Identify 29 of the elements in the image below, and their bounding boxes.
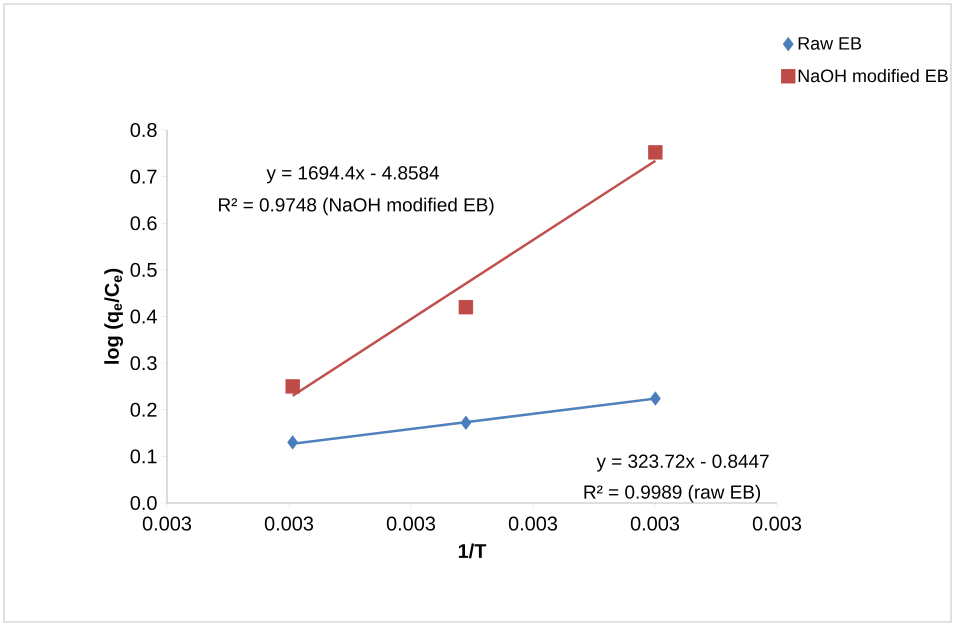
annotation: R² = 0.9989 (raw EB) xyxy=(584,484,760,502)
y-tick-label: 0.2 xyxy=(130,402,156,417)
point xyxy=(458,300,474,314)
text: log (q$_{e}$/C$_{e}$) xyxy=(104,268,123,364)
y-tick-label: 0.5 xyxy=(130,262,157,277)
point xyxy=(287,435,298,450)
point xyxy=(460,416,472,430)
y-tick-label: 0.8 xyxy=(130,122,157,138)
y-tick-label: 0.3 xyxy=(130,356,157,370)
y-tick-label: 0.7 xyxy=(130,170,156,184)
x-tick-label: 0.003 xyxy=(752,516,802,531)
legend-label: Raw EB xyxy=(798,37,862,50)
x-tick-label: 0.003 xyxy=(264,516,314,531)
y-tick-label: 0.1 xyxy=(130,449,157,464)
annotation: R² = 0.9748 (NaOH modified EB) xyxy=(219,198,494,216)
annotation: y = 323.72x - 0.8447 xyxy=(596,454,769,472)
annotation: y = 1694.4x - 4.8584 xyxy=(266,166,440,184)
x-tick-label: 0.003 xyxy=(630,516,680,531)
point xyxy=(285,379,300,394)
legend-label: NaOH modified EB xyxy=(798,69,948,82)
point xyxy=(650,391,661,406)
y-tick-label: 0.6 xyxy=(130,216,157,230)
x-axis-title: 1/T xyxy=(458,543,486,558)
x-tick-label: 0.003 xyxy=(142,516,192,531)
x-tick-label: 0.003 xyxy=(386,516,436,531)
y-tick-label: 0.4 xyxy=(130,309,157,324)
point xyxy=(648,145,663,160)
y-tick-label: 0.0 xyxy=(130,496,157,510)
x-tick-label: 0.003 xyxy=(508,516,558,531)
